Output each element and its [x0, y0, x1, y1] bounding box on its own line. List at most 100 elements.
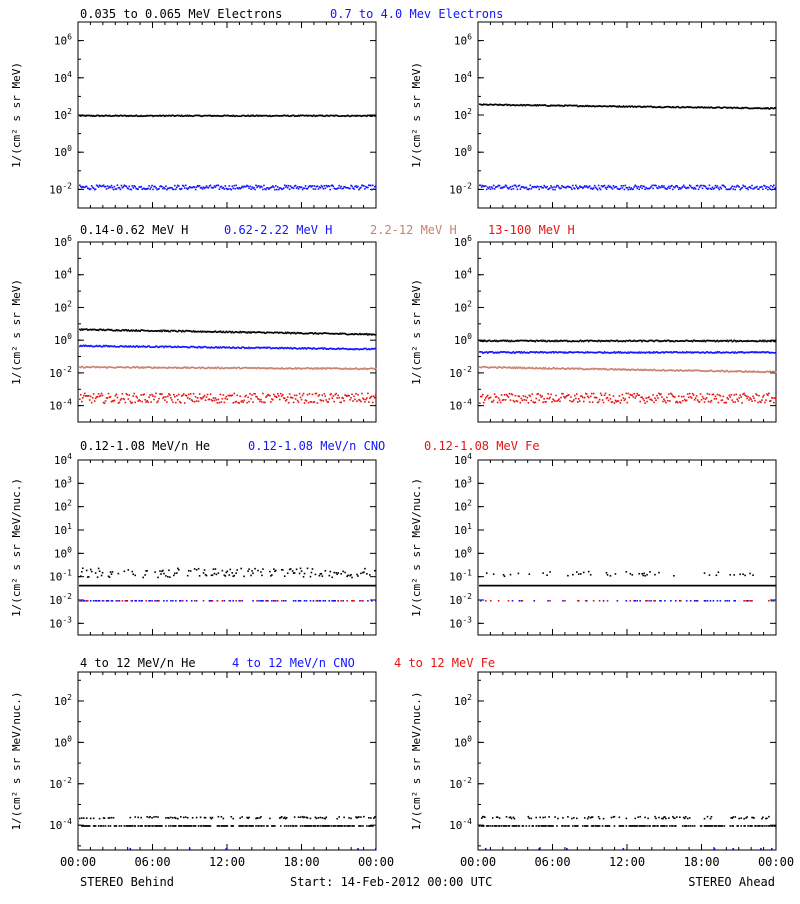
- data-point: [546, 186, 548, 188]
- data-point: [639, 401, 641, 403]
- data-point: [306, 600, 308, 602]
- data-point: [695, 397, 697, 399]
- data-point: [182, 600, 184, 602]
- data-point: [699, 401, 701, 403]
- data-point: [285, 600, 287, 602]
- data-point: [290, 568, 292, 570]
- data-point: [92, 397, 94, 399]
- data-point: [503, 574, 505, 576]
- data-point: [272, 399, 274, 401]
- data-point: [95, 188, 97, 190]
- data-point: [758, 395, 760, 397]
- data-point: [274, 600, 276, 602]
- data-point: [366, 397, 368, 399]
- data-point: [551, 187, 553, 189]
- data-point: [101, 393, 103, 395]
- data-point: [259, 401, 261, 403]
- data-point: [219, 188, 221, 190]
- data-point: [250, 188, 252, 190]
- data-point: [188, 570, 190, 572]
- data-point: [505, 399, 507, 401]
- data-point: [299, 573, 301, 575]
- data-point: [125, 402, 127, 404]
- data-point: [122, 393, 124, 395]
- data-point: [212, 574, 214, 576]
- data-point: [696, 395, 698, 397]
- data-point: [751, 185, 753, 187]
- data-point: [143, 393, 145, 395]
- data-point: [578, 187, 580, 189]
- data-point: [589, 185, 591, 187]
- data-point: [637, 186, 639, 188]
- data-point: [734, 401, 736, 403]
- data-point: [90, 569, 92, 571]
- data-point: [539, 394, 541, 396]
- data-point: [697, 185, 699, 187]
- data-point: [293, 187, 295, 189]
- data-point: [504, 575, 506, 577]
- data-point: [663, 398, 665, 400]
- data-point: [671, 185, 673, 187]
- data-point: [757, 402, 759, 404]
- data-point: [297, 400, 299, 402]
- data-point: [650, 186, 652, 188]
- data-point: [305, 185, 307, 187]
- data-point: [485, 185, 487, 187]
- data-point: [178, 569, 180, 571]
- data-point: [367, 393, 369, 395]
- data-point: [627, 187, 629, 189]
- data-point: [282, 394, 284, 396]
- data-point: [667, 400, 669, 402]
- data-point: [138, 600, 140, 602]
- data-point: [231, 572, 233, 574]
- data-point: [763, 394, 765, 396]
- data-point: [701, 399, 703, 401]
- data-point: [703, 398, 705, 400]
- data-point: [745, 395, 747, 397]
- data-point: [638, 573, 640, 575]
- data-point: [335, 572, 337, 574]
- data-point: [304, 402, 306, 404]
- data-point: [258, 185, 260, 187]
- y-axis-label: 1/(cm² s sr MeV/nuc.): [10, 478, 23, 617]
- data-point: [578, 573, 580, 575]
- data-point: [367, 600, 369, 602]
- data-point: [108, 393, 110, 395]
- data-point: [231, 394, 233, 396]
- data-point: [756, 186, 758, 188]
- data-point: [678, 188, 680, 190]
- data-point: [256, 600, 258, 602]
- data-point: [323, 600, 325, 602]
- data-point: [537, 186, 539, 188]
- data-point: [135, 600, 137, 602]
- data-point: [283, 600, 285, 602]
- data-point: [212, 600, 214, 602]
- data-point: [353, 395, 355, 397]
- data-point: [176, 572, 178, 574]
- data-point: [351, 186, 353, 188]
- data-point: [569, 400, 571, 402]
- data-point: [313, 600, 315, 602]
- data-point: [319, 394, 321, 396]
- data-point: [623, 397, 625, 399]
- data-point: [584, 397, 586, 399]
- data-point: [130, 600, 132, 602]
- data-point: [770, 185, 772, 187]
- data-point: [592, 401, 594, 403]
- data-point: [294, 572, 296, 574]
- data-point: [289, 393, 291, 395]
- data-point: [262, 189, 264, 191]
- data-point: [627, 189, 629, 191]
- data-point: [342, 571, 344, 573]
- data-point: [340, 573, 342, 575]
- data-point: [644, 189, 646, 191]
- data-point: [343, 400, 345, 402]
- data-point: [523, 395, 525, 397]
- data-point: [173, 394, 175, 396]
- data-point: [723, 396, 725, 398]
- data-point: [206, 396, 208, 398]
- data-point: [762, 188, 764, 190]
- data-point: [770, 400, 772, 402]
- data-point: [688, 397, 690, 399]
- data-point: [248, 401, 250, 403]
